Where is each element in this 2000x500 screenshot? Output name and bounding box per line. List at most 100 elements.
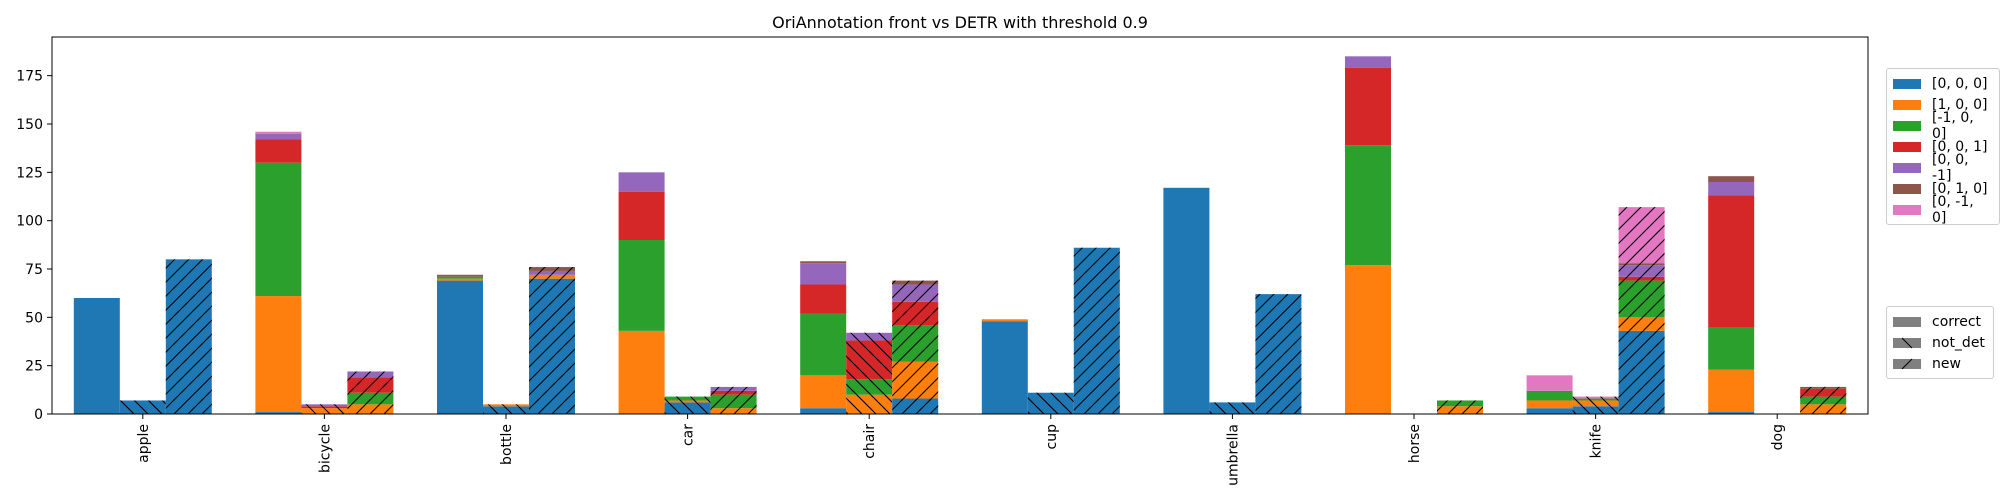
bar-segment-bicycle-correct-6 xyxy=(255,131,302,134)
bar-hatch-bottle-not_det-0 xyxy=(483,406,529,414)
bar-hatch-car-not_det-1 xyxy=(664,400,711,403)
bar-hatch-chair-not_det-3 xyxy=(846,340,893,380)
bar-segment-knife-correct-2 xyxy=(1526,390,1573,401)
legend-item-series: [-1, 0, 0] xyxy=(1887,110,1999,142)
bar-hatch-car-not_det-2 xyxy=(664,396,711,401)
bar-hatch-chair-new-4 xyxy=(892,284,939,302)
legend-item-series: [0, 0, -1] xyxy=(1887,152,1999,184)
x-tick-label-cup: cup xyxy=(1044,424,1060,450)
bar-segment-dog-correct-5 xyxy=(1708,176,1755,182)
legend-label: [0, -1, 0] xyxy=(1932,193,1974,226)
bar-hatch-horse-new-1 xyxy=(1437,406,1483,414)
bar-segment-bottle-correct-5 xyxy=(437,274,483,277)
x-tick-label-apple: apple xyxy=(136,424,152,463)
bar-segment-apple-correct-0 xyxy=(73,298,120,414)
bar-hatch-car-not_det-0 xyxy=(664,402,711,414)
y-tick-label: 125 xyxy=(16,165,43,181)
bar-segment-cup-correct-1 xyxy=(981,319,1028,322)
plot-frame xyxy=(51,36,1869,415)
bar-segment-bottle-correct-2 xyxy=(437,276,483,279)
legend-label: [0, 0, -1] xyxy=(1932,151,1969,184)
series-legend: [0, 0, 0] [1, 0, 0] [-1, 0, 0] [0, 0, 1] [0,… xyxy=(1886,68,2000,226)
bar-segment-bicycle-correct-4 xyxy=(255,133,302,140)
bar-hatch-cup-not_det-0 xyxy=(1027,392,1074,414)
x-tick-label-chair: chair xyxy=(862,424,878,459)
y-tick-label: 100 xyxy=(16,214,43,230)
bar-hatch-chair-new-0 xyxy=(892,398,939,414)
bar-hatch-dog-new-3 xyxy=(1800,388,1847,397)
legend-swatch xyxy=(1893,120,1921,131)
bar-segment-umbrella-correct-0 xyxy=(1163,187,1210,414)
legend-item-series: [0, 1, 0] xyxy=(1887,178,1999,199)
bar-hatch-knife-new-3 xyxy=(1618,276,1665,281)
bar-segment-bicycle-correct-2 xyxy=(255,162,302,297)
x-tick-label-car: car xyxy=(681,424,697,446)
bar-hatch-chair-new-3 xyxy=(892,301,939,326)
bar-segment-chair-correct-2 xyxy=(800,313,847,376)
bar-hatch-bicycle-new-2 xyxy=(347,392,394,405)
bar-segment-car-correct-2 xyxy=(618,240,665,331)
bar-hatch-chair-not_det-2 xyxy=(846,379,893,395)
x-tick-label-dog: dog xyxy=(1770,424,1786,450)
bar-segment-dog-correct-2 xyxy=(1708,327,1755,370)
bar-segment-bicycle-correct-1 xyxy=(255,296,302,413)
bar-hatch-dog-new-5 xyxy=(1800,386,1847,389)
bar-segment-car-correct-3 xyxy=(618,191,665,240)
axes-group: 0 25 50 75 100 125 150 175 apple bicycle bottle car… xyxy=(16,36,1869,486)
legend-item-series: [0, 0, 1] xyxy=(1887,136,1999,157)
bar-segment-dog-correct-0 xyxy=(1708,412,1755,414)
x-tick-label-umbrella: umbrella xyxy=(1225,424,1241,486)
legend-swatch xyxy=(1893,78,1921,89)
bar-hatch-bicycle-not_det-4 xyxy=(301,404,348,407)
bar-hatch-car-new-3 xyxy=(710,390,757,395)
legend-label: [1, 0, 0] xyxy=(1932,96,1988,113)
bar-hatch-bicycle-new-3 xyxy=(347,377,394,393)
bar-segment-knife-correct-1 xyxy=(1526,400,1573,409)
bar-segment-knife-correct-6 xyxy=(1526,375,1573,391)
bar-hatch-bottle-new-4 xyxy=(529,270,575,275)
legend-item-kind: not_det xyxy=(1887,332,1993,353)
bar-hatch-knife-new-0 xyxy=(1618,330,1665,414)
bar-hatch-bottle-new-0 xyxy=(529,278,575,414)
bar-hatch-chair-new-2 xyxy=(892,325,939,362)
legend-item-series: [1, 0, 0] xyxy=(1887,94,1999,115)
bar-hatch-chair-not_det-4 xyxy=(846,332,893,341)
bar-hatch-bicycle-new-1 xyxy=(347,404,394,414)
legend-label: [0, 0, 0] xyxy=(1932,75,1988,92)
bar-segment-horse-correct-4 xyxy=(1345,56,1391,68)
bar-hatch-knife-not_det-6 xyxy=(1572,396,1619,399)
legend-item-kind: new xyxy=(1887,353,1993,374)
bar-hatch-chair-new-1 xyxy=(892,361,939,399)
kind-legend: correct not_det new xyxy=(1886,306,1994,379)
bar-hatch-chair-not_det-1 xyxy=(846,394,893,414)
bar-hatch-apple-new-0 xyxy=(165,259,212,414)
bar-hatch-bottle-new-5 xyxy=(529,267,575,271)
bar-hatch-car-new-4 xyxy=(710,386,757,391)
bar-hatch-dog-new-1 xyxy=(1800,404,1847,414)
chart-title: OriAnnotation front vs DETR with thresho… xyxy=(772,13,1148,32)
bar-hatch-dog-new-2 xyxy=(1800,396,1847,405)
bar-hatch-umbrella-new-0 xyxy=(1255,294,1302,414)
legend-swatch xyxy=(1893,99,1921,110)
bar-hatch-knife-not_det-0 xyxy=(1572,406,1619,414)
bar-segment-car-correct-1 xyxy=(618,330,665,414)
bar-segment-dog-correct-4 xyxy=(1708,182,1755,196)
legend-item-series: [0, 0, 0] xyxy=(1887,73,1999,94)
bar-hatch-knife-new-1 xyxy=(1618,317,1665,331)
bar-hatch-car-new-2 xyxy=(710,394,757,409)
x-tick-label-horse: horse xyxy=(1407,424,1423,463)
bar-segment-knife-correct-0 xyxy=(1526,408,1573,414)
bar-hatch-knife-new-2 xyxy=(1618,280,1665,318)
legend-label: [0, 0, 1] xyxy=(1932,138,1988,155)
bar-segment-bicycle-correct-3 xyxy=(255,139,302,163)
legend-hatch-swatch xyxy=(1893,337,1921,348)
bar-segment-horse-correct-3 xyxy=(1345,67,1391,146)
bar-hatch-cup-new-0 xyxy=(1073,247,1120,414)
bar-segment-horse-correct-2 xyxy=(1345,145,1391,266)
bar-hatch-bicycle-not_det-3 xyxy=(301,406,348,409)
bar-segment-horse-correct-1 xyxy=(1345,265,1391,414)
bar-segment-dog-correct-1 xyxy=(1708,369,1755,413)
bar-segment-bottle-correct-1 xyxy=(437,278,483,281)
bar-segment-chair-correct-1 xyxy=(800,375,847,409)
